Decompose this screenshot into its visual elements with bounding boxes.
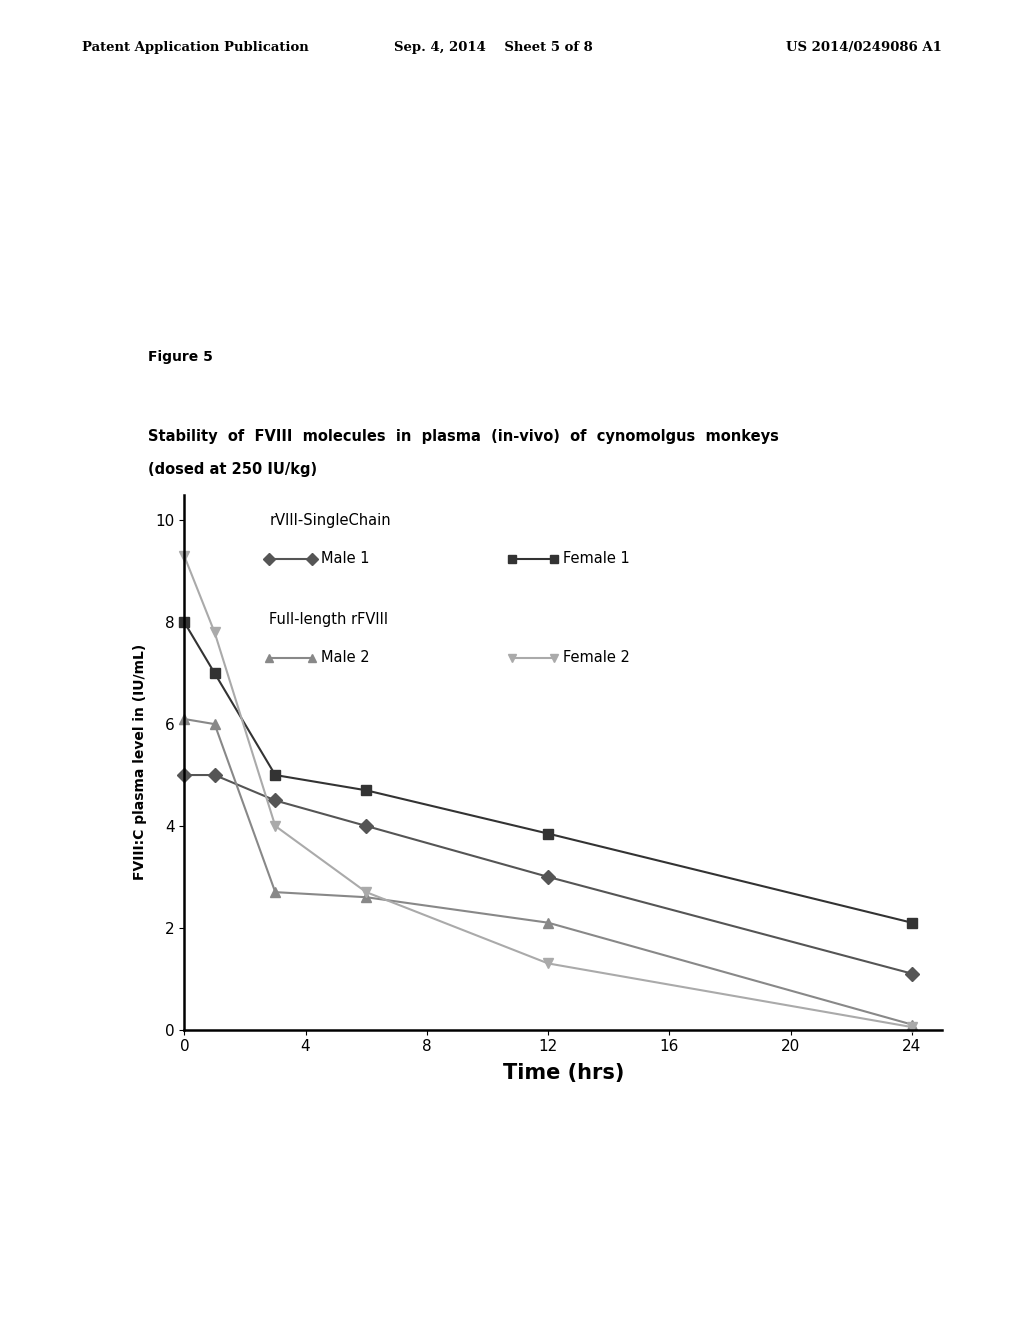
Text: Stability  of  FVIII  molecules  in  plasma  (in-vivo)  of  cynomolgus  monkeys: Stability of FVIII molecules in plasma (… xyxy=(148,429,779,444)
Y-axis label: FVIII:C plasma level in (IU/mL): FVIII:C plasma level in (IU/mL) xyxy=(133,644,147,880)
Text: Sep. 4, 2014    Sheet 5 of 8: Sep. 4, 2014 Sheet 5 of 8 xyxy=(394,41,593,54)
Text: Female 1: Female 1 xyxy=(563,552,630,566)
Text: US 2014/0249086 A1: US 2014/0249086 A1 xyxy=(786,41,942,54)
Text: (dosed at 250 IU/kg): (dosed at 250 IU/kg) xyxy=(148,462,317,477)
Text: Figure 5: Figure 5 xyxy=(148,350,213,364)
Text: Male 2: Male 2 xyxy=(321,651,370,665)
Text: Female 2: Female 2 xyxy=(563,651,630,665)
Text: Male 1: Male 1 xyxy=(321,552,370,566)
Text: rVIII-SingleChain: rVIII-SingleChain xyxy=(269,513,391,528)
Text: Patent Application Publication: Patent Application Publication xyxy=(82,41,308,54)
Text: Full-length rFVIII: Full-length rFVIII xyxy=(269,612,388,627)
X-axis label: Time (hrs): Time (hrs) xyxy=(503,1063,624,1082)
